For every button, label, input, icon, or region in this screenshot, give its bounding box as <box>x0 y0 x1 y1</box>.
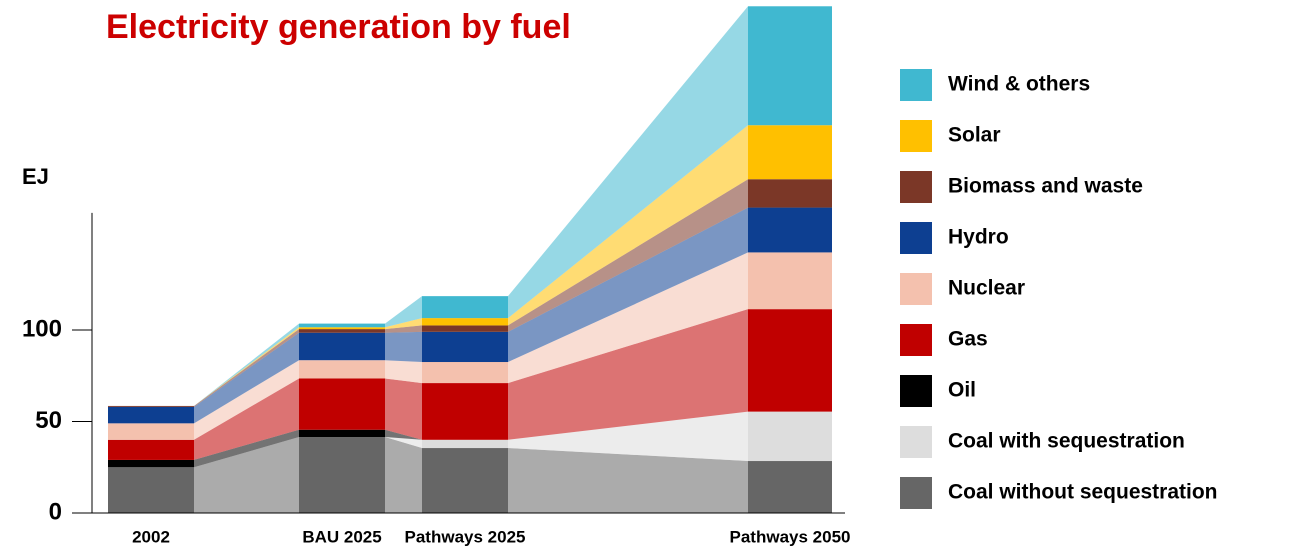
connector-area <box>194 329 299 407</box>
connector-area <box>194 437 299 513</box>
connector-area <box>508 207 748 363</box>
bar-segment <box>748 125 832 180</box>
connector-area <box>385 378 422 440</box>
legend-label: Wind & others <box>948 73 1090 96</box>
legend-swatch <box>900 120 932 152</box>
y-tick-label: 50 <box>35 407 62 434</box>
bar-segment <box>422 383 508 440</box>
connector-area <box>385 437 422 513</box>
bar-segment <box>422 296 508 319</box>
bar-segment <box>108 406 194 424</box>
connector-area <box>385 437 422 449</box>
bar-segment <box>748 461 832 513</box>
legend-swatch <box>900 171 932 203</box>
connector-area <box>385 296 422 328</box>
y-tick-label: 0 <box>49 498 62 525</box>
x-tick-label: 2002 <box>132 527 170 546</box>
connector-area <box>508 125 748 326</box>
connector-area <box>508 252 748 384</box>
bar-segment <box>422 318 508 326</box>
bar-segment <box>422 331 508 363</box>
connector-area <box>194 429 299 468</box>
bar-segment <box>422 325 508 332</box>
bar-segment <box>748 6 832 126</box>
connector-area <box>385 318 422 330</box>
bar-segment <box>748 309 832 412</box>
x-tick-label: Pathways 2050 <box>730 527 851 546</box>
bar-segment <box>748 207 832 253</box>
bar-segment <box>299 323 385 328</box>
bar-segment <box>748 252 832 310</box>
connector-area <box>385 360 422 384</box>
connector-area <box>194 323 299 406</box>
bar-segment <box>299 360 385 379</box>
bar-segment <box>299 332 385 361</box>
bar-segment <box>108 423 194 440</box>
bar-segment <box>422 362 508 384</box>
bar-segment <box>748 411 832 462</box>
legend-label: Coal without sequestration <box>948 481 1218 504</box>
legend-label: Solar <box>948 124 1001 147</box>
bar-segment <box>299 429 385 438</box>
bar-segment <box>299 378 385 430</box>
legend-swatch <box>900 273 932 305</box>
bar-segment <box>422 448 508 513</box>
legend-swatch <box>900 324 932 356</box>
legend-swatch <box>900 375 932 407</box>
legend-label: Biomass and waste <box>948 175 1143 198</box>
connector-area <box>508 309 748 440</box>
y-axis-label: EJ <box>22 164 49 189</box>
legend-swatch <box>900 477 932 509</box>
connector-area <box>194 332 299 424</box>
connector-area <box>508 448 748 513</box>
bar-segment <box>108 467 194 513</box>
bar-segment <box>299 329 385 333</box>
legend-swatch <box>900 222 932 254</box>
bar-segment <box>299 437 385 513</box>
bar-segment <box>108 439 194 460</box>
legend-label: Oil <box>948 379 976 402</box>
connector-area <box>194 360 299 440</box>
bar-segment <box>108 405 194 407</box>
y-tick-label: 100 <box>22 315 62 342</box>
connector-area <box>385 331 422 363</box>
legend-label: Gas <box>948 328 988 351</box>
connector-area <box>508 6 748 319</box>
connector-area <box>194 378 299 460</box>
legend-label: Hydro <box>948 226 1009 249</box>
chart-title: Electricity generation by fuel <box>106 8 571 46</box>
bar-segment <box>299 327 385 330</box>
legend-swatch <box>900 426 932 458</box>
legend-swatch <box>900 69 932 101</box>
bar-segment <box>422 439 508 449</box>
connector-area <box>508 411 748 462</box>
connector-area <box>508 179 748 332</box>
legend-label: Coal with sequestration <box>948 430 1185 453</box>
bar-segment <box>108 459 194 468</box>
legend-label: Nuclear <box>948 277 1025 300</box>
x-tick-label: Pathways 2025 <box>405 527 526 546</box>
x-tick-label: BAU 2025 <box>302 527 381 546</box>
connector-area <box>385 325 422 333</box>
bar-segment <box>748 179 832 208</box>
